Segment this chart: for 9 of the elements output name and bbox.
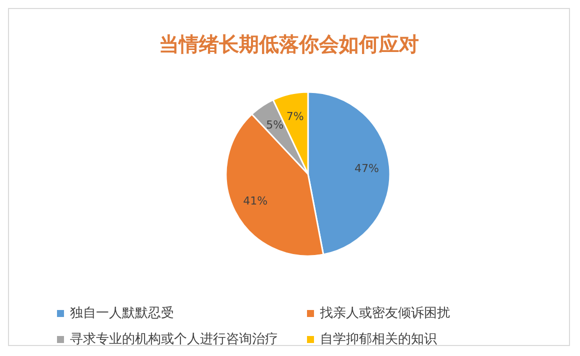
legend-label: 寻求专业的机构或个人进行咨询治疗 (70, 331, 278, 348)
data-label: 41% (243, 194, 268, 208)
data-label: 7% (286, 110, 304, 123)
legend-label: 自学抑郁相关的知识 (320, 331, 437, 348)
chart-title: 当情绪长期低落你会如何应对 (158, 31, 420, 58)
data-label: 47% (354, 162, 380, 175)
data-label: 5% (266, 118, 284, 132)
legend-label: 找亲人或密友倾诉困扰 (320, 305, 450, 322)
legend-label: 独自一人默默忍受 (70, 305, 174, 322)
